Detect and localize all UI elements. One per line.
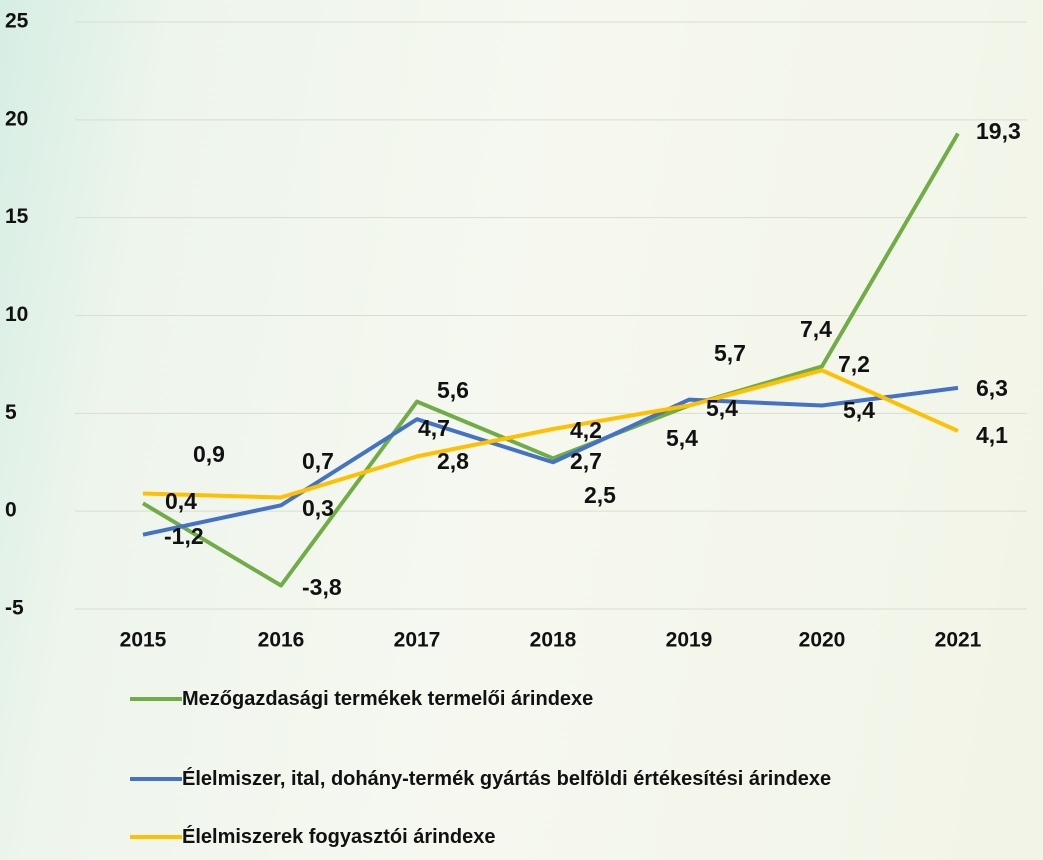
- legend-swatch: [130, 697, 182, 701]
- y-tick-label: 10: [5, 303, 28, 326]
- legend-item: Mezőgazdasági termékek termelői árindexe: [130, 686, 882, 712]
- data-label: 0,9: [193, 441, 225, 467]
- x-tick-label: 2021: [935, 629, 982, 652]
- data-label: 19,3: [976, 118, 1021, 144]
- data-label: 2,8: [437, 448, 469, 474]
- y-tick-label: -5: [5, 597, 24, 620]
- data-label: 7,2: [838, 351, 870, 377]
- x-tick-label: 2017: [394, 629, 441, 652]
- data-label: 4,2: [570, 417, 602, 443]
- data-label: -3,8: [302, 574, 342, 600]
- x-tick-label: 2018: [530, 629, 577, 652]
- x-tick-label: 2020: [799, 629, 846, 652]
- series-line: [141, 132, 960, 588]
- data-label: 5,6: [437, 377, 469, 403]
- data-label: 0,7: [302, 448, 334, 474]
- data-label: 6,3: [976, 375, 1008, 401]
- legend-label: Élelmiszerek fogyasztói árindexe: [182, 826, 496, 848]
- legend-label: Élelmiszer, ital, dohány-termék gyártás …: [182, 768, 832, 790]
- data-label: -1,2: [164, 523, 204, 549]
- data-label: 5,4: [706, 395, 738, 421]
- legend-label: Mezőgazdasági termékek termelői árindexe: [182, 688, 594, 710]
- y-tick-label: 15: [5, 205, 29, 228]
- data-label: 5,7: [714, 340, 746, 366]
- y-tick-label: 20: [5, 107, 28, 130]
- data-label: 5,4: [843, 397, 875, 423]
- x-tick-label: 2019: [666, 629, 713, 652]
- data-label: 0,3: [302, 495, 334, 521]
- data-label: 0,4: [165, 488, 197, 514]
- legend-item: Élelmiszerek fogyasztói árindexe: [130, 824, 882, 850]
- x-tick-label: 2015: [120, 629, 167, 652]
- legend-swatch: [130, 835, 182, 839]
- data-label: 4,7: [418, 415, 450, 441]
- series-line: [142, 385, 959, 537]
- x-tick-label: 2016: [258, 629, 305, 652]
- y-tick-label: 0: [5, 499, 17, 522]
- legend-swatch: [130, 777, 182, 781]
- chart: -5 0 5 10 15 20 25 2015 2016 2017 2018 2019 2020 2021…: [5, 10, 1027, 652]
- data-label: 2,7: [570, 448, 602, 474]
- y-tick-label: 5: [5, 401, 17, 424]
- legend-item: Élelmiszer, ital, dohány-termék gyártás …: [130, 766, 882, 792]
- series-line: [142, 368, 959, 500]
- y-tick-label: 25: [5, 10, 29, 33]
- data-label: 2,5: [584, 482, 616, 508]
- data-label: 5,4: [666, 425, 698, 451]
- data-label: 7,4: [800, 316, 832, 342]
- data-label: 4,1: [976, 422, 1008, 448]
